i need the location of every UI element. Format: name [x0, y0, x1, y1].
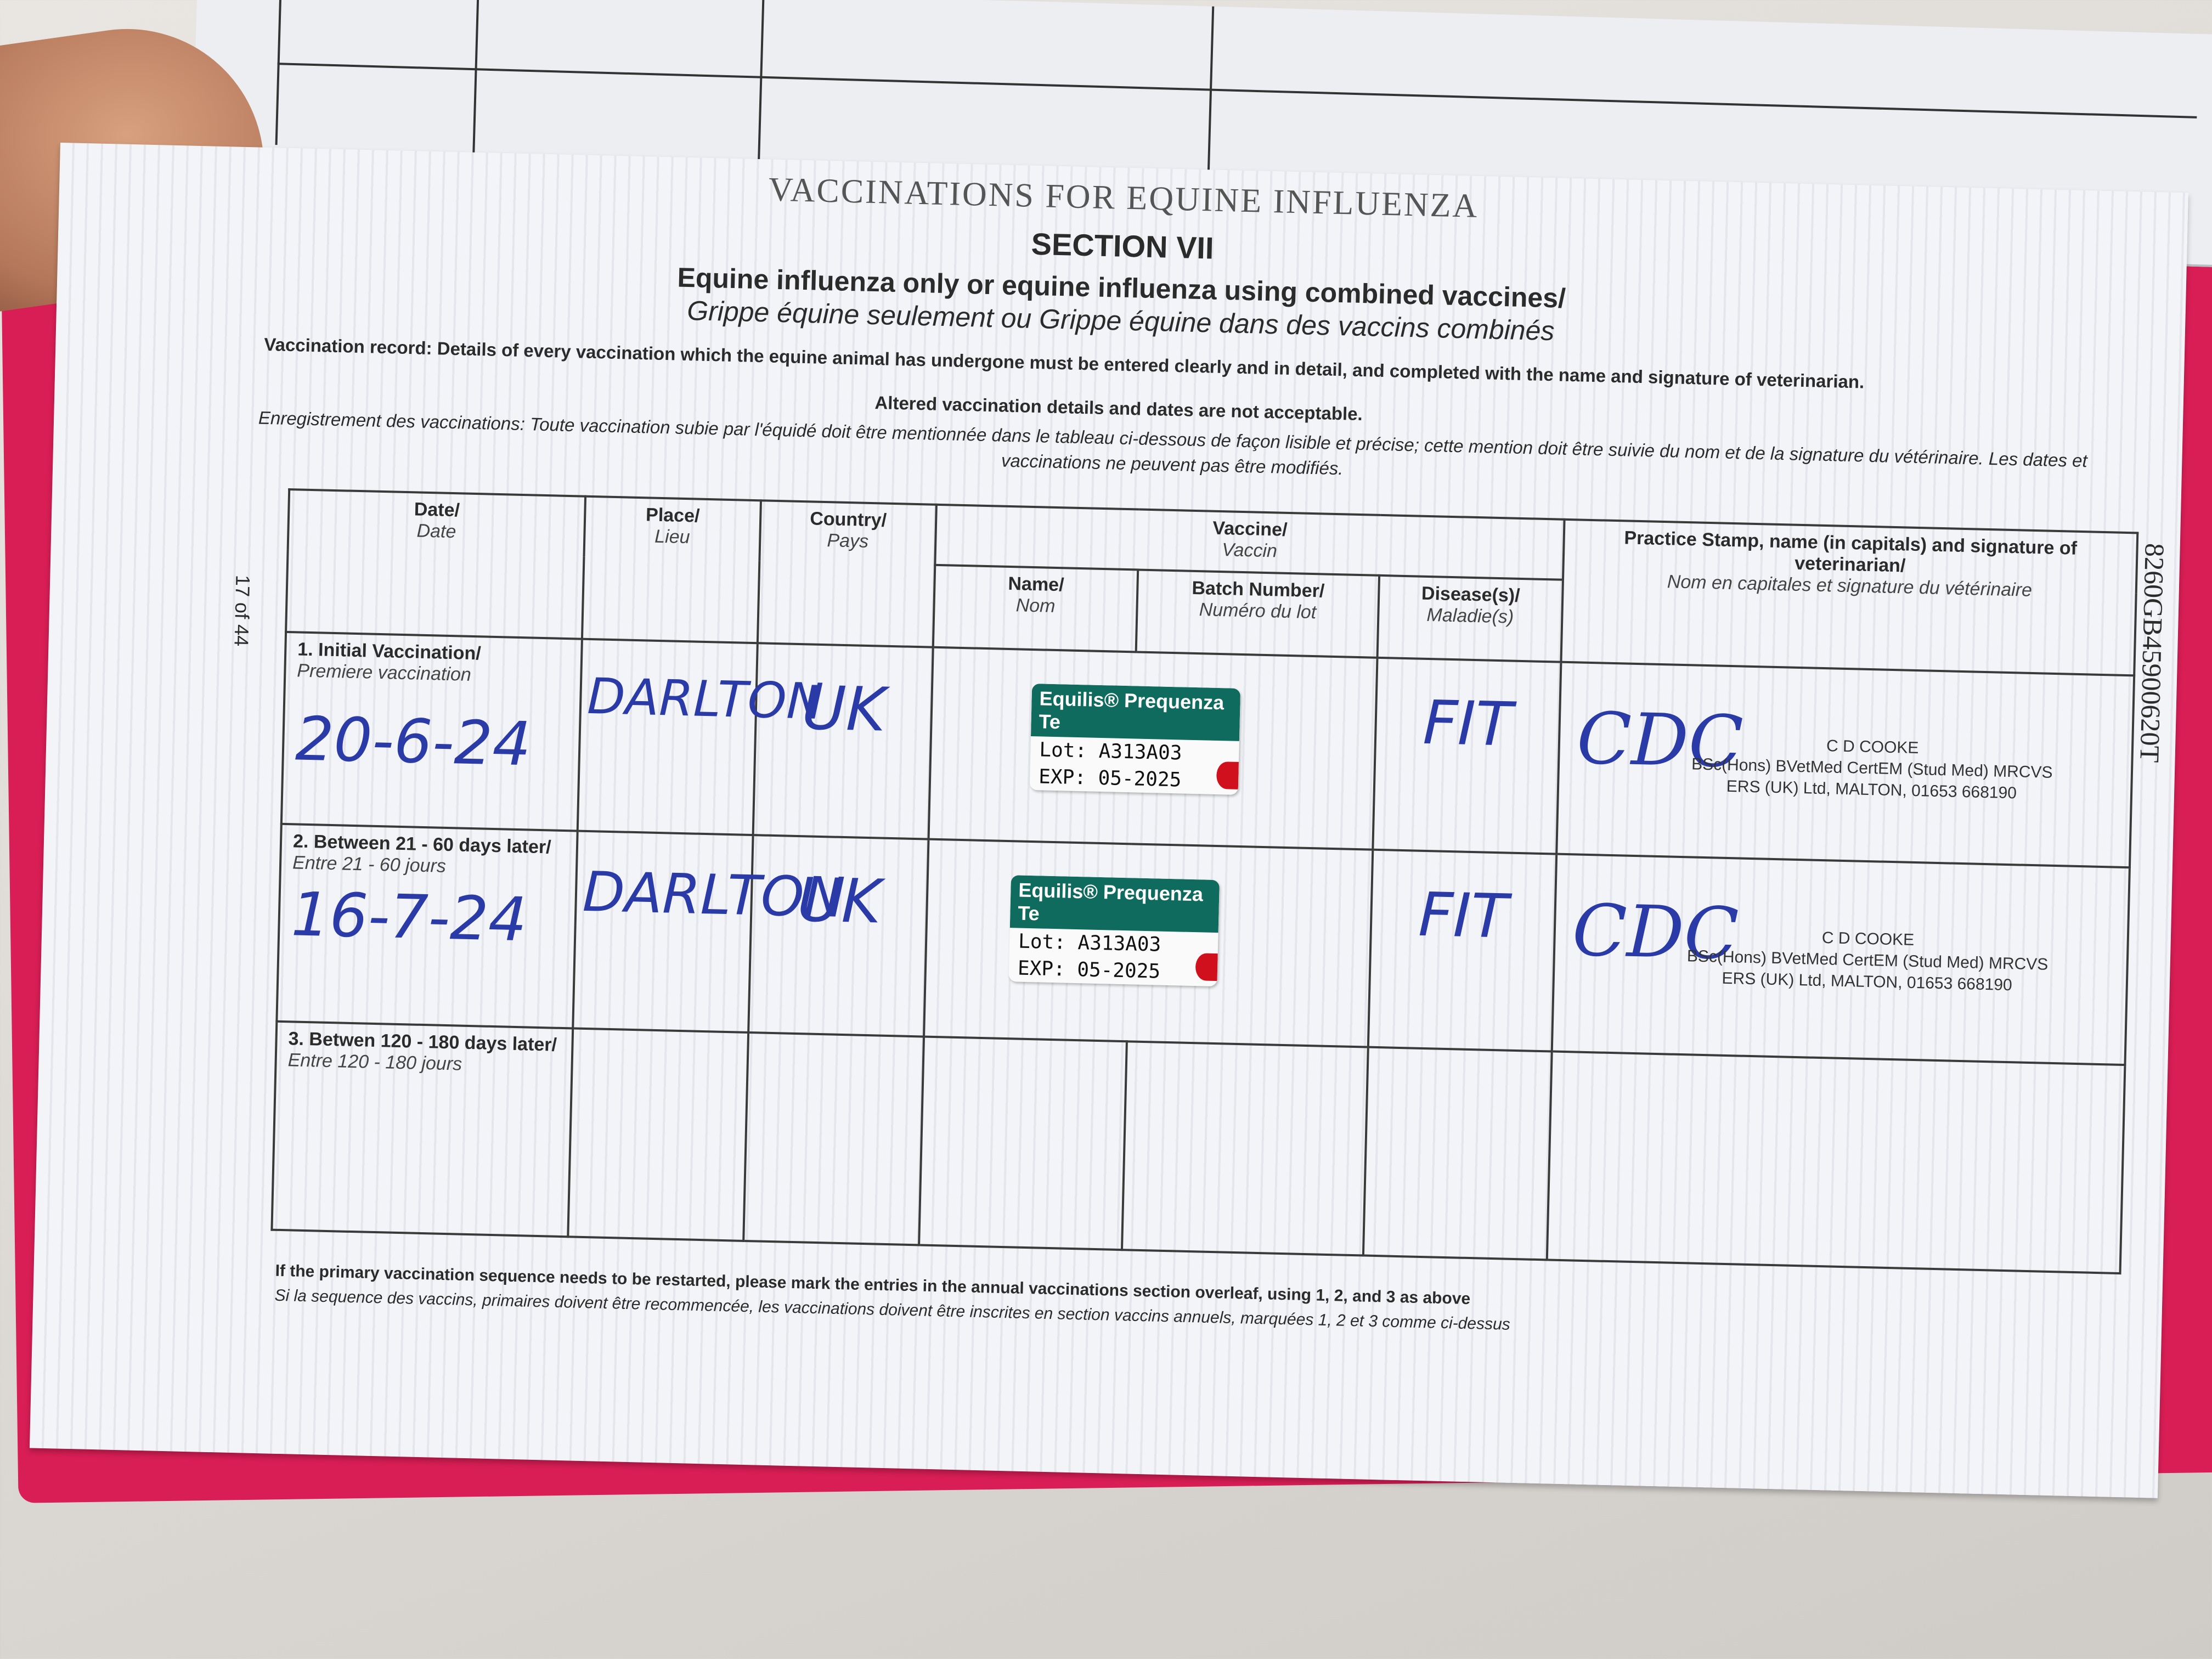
vaccination-table: Date/Date Place/Lieu Country/Pays Vaccin… [270, 488, 2138, 1274]
header-place: Place/Lieu [582, 496, 761, 644]
header-name: Name/Nom [933, 565, 1138, 652]
header-stamp: Practice Stamp, name (in capitals) and s… [1561, 519, 2138, 676]
place-handwritten: DARLTON [586, 667, 825, 731]
header-date: Date/Date [286, 489, 586, 639]
vaccine-sticker: Equilis® Prequenza Te Lot: A313A03 EXP: 05… [1029, 684, 1241, 795]
country-handwritten: UK [797, 865, 882, 937]
date-handwritten: 20-6-24 [295, 703, 532, 780]
vaccination-page: VACCINATIONS FOR EQUINE INFLUENZA SECTIO… [29, 143, 2188, 1498]
vaccine-sticker: Equilis® Prequenza Te Lot: A313A03 EXP: 05… [1008, 875, 1220, 987]
vet-stamp: C D COOKE BSc(Hons) BVetMed CertEM (Stud … [1691, 737, 2053, 803]
country-handwritten: UK [801, 673, 887, 745]
header-batch: Batch Number/Numéro du lot [1136, 569, 1380, 658]
header-country: Country/Pays [757, 500, 936, 647]
vet-stamp: C D COOKE BSc(Hons) BVetMed CertEM (Stud … [1686, 929, 2049, 995]
disease-handwritten: FIT [1418, 879, 1509, 952]
header-disease: Disease(s)/Maladie(s) [1377, 575, 1564, 662]
table-row: 3. Betwen 120 - 180 days later/Entre 120… [272, 1021, 2125, 1274]
date-handwritten: 16-7-24 [290, 879, 528, 955]
place-handwritten: DARLTON [582, 859, 846, 930]
disease-handwritten: FIT [1422, 687, 1514, 760]
page-number: 17 of 44 [230, 574, 255, 647]
passport-number: 8260GB45900620T [2134, 543, 2170, 763]
